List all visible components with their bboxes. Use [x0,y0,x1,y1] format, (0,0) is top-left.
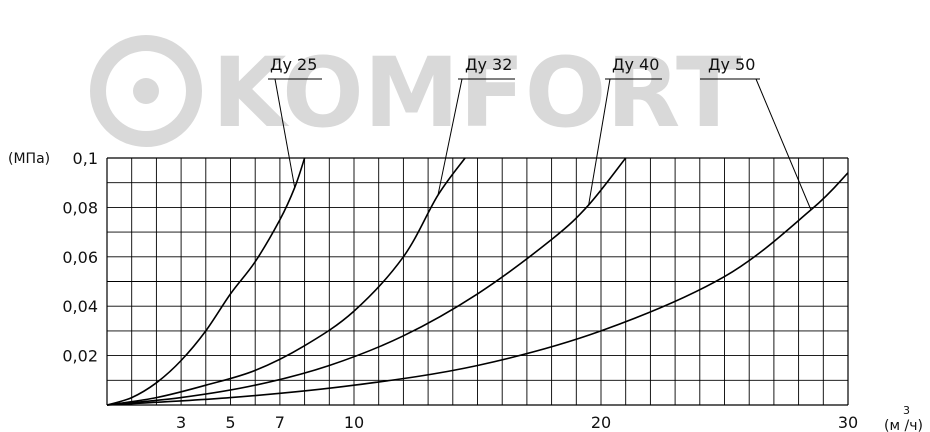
series-label: Ду 25 [270,55,317,74]
axis-ticks: 3 5 7 10 20 30 0,02 0,04 0,06 0,08 0,1 [62,149,858,432]
x-tick-label: 10 [344,413,364,432]
series-curve [106,157,627,406]
watermark-text: KOMFORT [212,37,742,149]
series-curves [106,157,849,406]
series-leader-line [755,78,812,211]
x-tick-label: 5 [225,413,235,432]
series-leader-line [588,78,611,206]
x-unit-label: (м /ч) [884,418,923,432]
y-tick-label: 0,08 [62,198,98,217]
chart-grid [106,157,849,406]
series-label: Ду 32 [465,55,512,74]
x-tick-label: 7 [275,413,285,432]
y-unit-label: (МПа) [8,151,50,167]
series-leader-line [274,78,296,188]
y-tick-label: 0,1 [73,149,98,168]
series-curve [106,172,849,406]
series-curve [106,157,306,406]
x-tick-label: 20 [591,413,611,432]
series-label: Ду 40 [612,55,659,74]
watermark-logo-dot [133,78,159,104]
y-tick-label: 0,04 [62,297,98,316]
x-tick-label: 3 [176,413,186,432]
series-labels: Ду 25 Ду 32 Ду 40 Ду 50 [268,55,812,211]
series-label: Ду 50 [708,55,755,74]
series-curve [106,157,466,406]
watermark-logo-ring [90,35,202,147]
x-unit-superscript: 3 [903,404,910,417]
y-tick-label: 0,02 [62,347,98,366]
y-tick-label: 0,06 [62,248,98,267]
x-tick-label: 30 [838,413,858,432]
series-leader-line [437,78,463,196]
watermark: KOMFORT [90,35,742,149]
